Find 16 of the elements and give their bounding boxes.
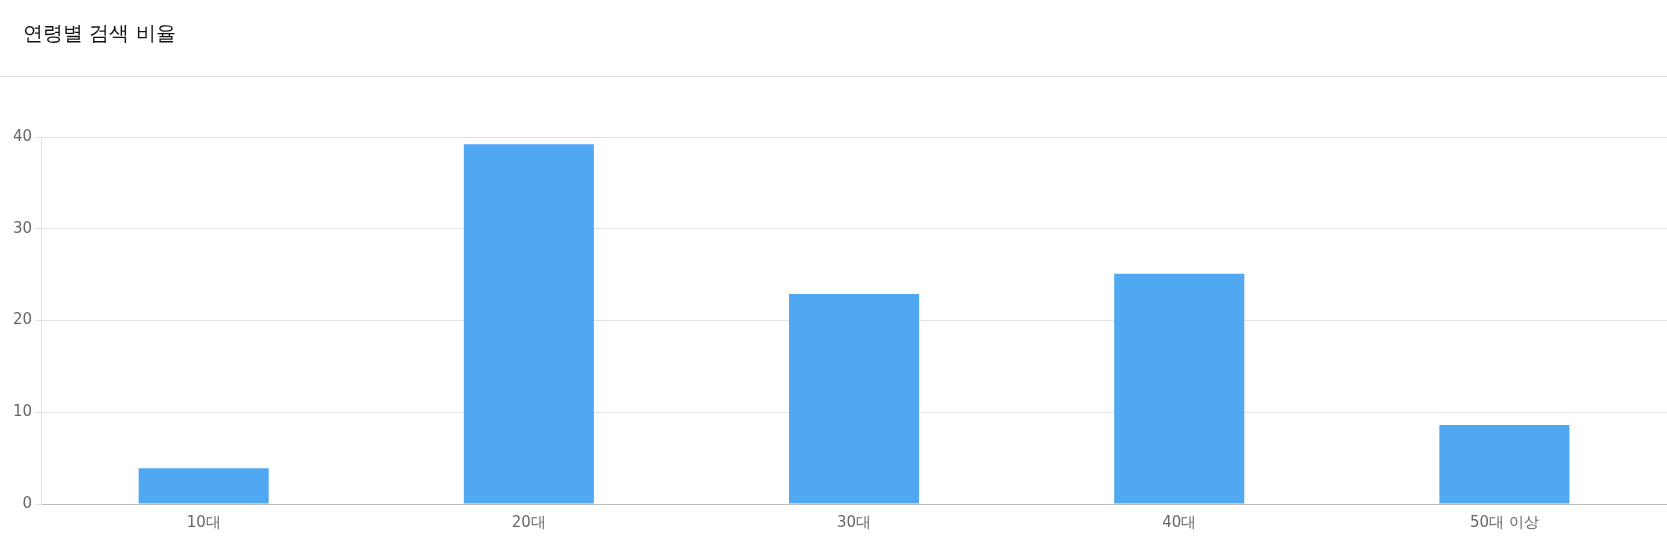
bar <box>789 293 920 504</box>
y-tick-label: 10 <box>12 402 33 421</box>
y-tick-label: 0 <box>22 493 33 512</box>
y-tick-label: 30 <box>12 218 33 237</box>
y-tick-label: 40 <box>12 126 33 145</box>
bar <box>1114 273 1245 504</box>
x-tick-label: 10대 <box>186 512 221 531</box>
bar <box>1439 425 1570 504</box>
bar <box>138 468 269 504</box>
x-tick-label: 40대 <box>1162 512 1197 531</box>
chart-title: 연령별 검색 비율 <box>0 0 1667 77</box>
x-tick-label: 30대 <box>837 512 872 531</box>
x-tick-label: 50대 이상 <box>1469 512 1539 531</box>
x-tick-label: 20대 <box>511 512 546 531</box>
y-tick-label: 20 <box>12 310 33 329</box>
bar <box>463 144 594 504</box>
